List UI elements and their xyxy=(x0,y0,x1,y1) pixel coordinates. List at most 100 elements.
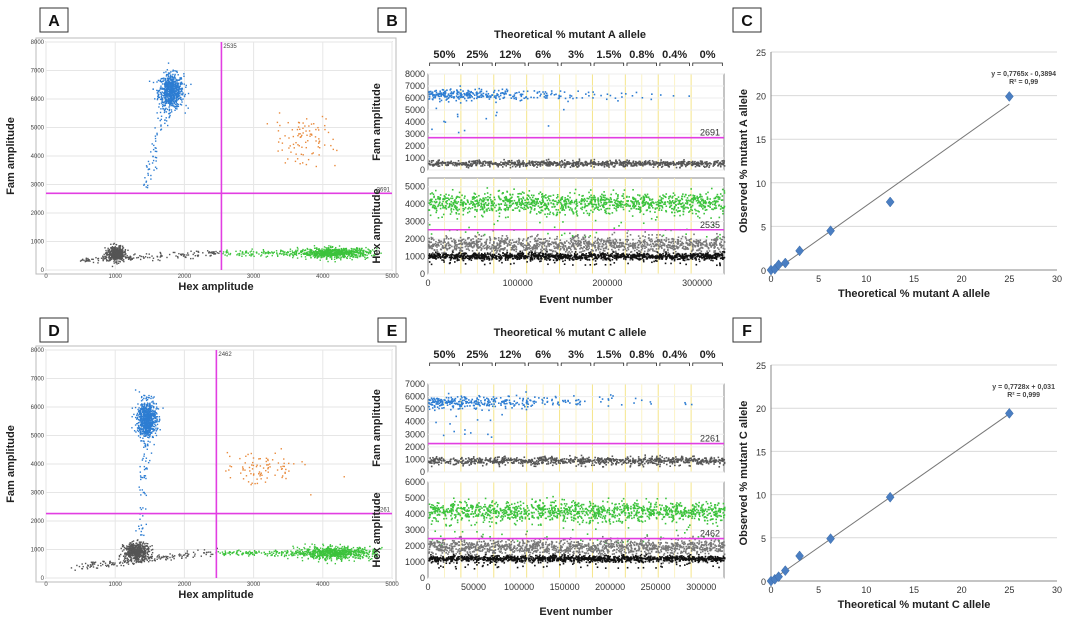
droplet-point xyxy=(224,553,227,556)
droplet-point xyxy=(302,252,304,255)
droplet-point xyxy=(159,251,161,254)
droplet-point xyxy=(118,256,120,259)
droplet-point xyxy=(327,555,329,558)
droplet-point xyxy=(208,251,210,253)
group-label: 3% xyxy=(568,49,584,61)
droplet-point xyxy=(113,262,115,264)
droplet-point xyxy=(354,256,357,258)
droplet-point xyxy=(151,548,154,551)
droplet-point xyxy=(172,83,175,85)
droplet-point xyxy=(140,404,142,406)
droplet-point xyxy=(309,133,312,135)
droplet-point xyxy=(468,94,471,97)
droplet-point xyxy=(313,123,315,125)
droplet-point xyxy=(121,257,124,260)
droplet-point xyxy=(134,424,137,426)
droplet-point xyxy=(333,258,336,261)
droplet-point xyxy=(85,257,88,259)
droplet-point xyxy=(151,553,153,556)
droplet-point xyxy=(104,255,106,258)
droplet-point xyxy=(119,254,122,257)
droplet-point xyxy=(149,402,151,404)
droplet-point xyxy=(76,564,78,567)
droplet-point xyxy=(293,147,295,149)
droplet-point xyxy=(155,160,157,162)
droplet-point xyxy=(136,546,138,548)
droplet-point xyxy=(122,564,125,567)
droplet-point xyxy=(137,424,140,427)
droplet-point xyxy=(301,559,304,562)
droplet-point xyxy=(171,85,173,88)
droplet-point xyxy=(134,406,137,409)
droplet-point xyxy=(177,87,180,89)
droplet-point xyxy=(301,461,303,463)
droplet-point xyxy=(435,107,438,110)
droplet-point xyxy=(341,546,344,548)
droplet-point xyxy=(293,253,296,256)
droplet-point xyxy=(109,256,111,259)
droplet-point xyxy=(176,84,179,86)
droplet-point xyxy=(166,108,169,111)
droplet-point xyxy=(267,252,270,255)
droplet-point xyxy=(112,256,114,259)
droplet-point xyxy=(139,428,141,430)
droplet-point xyxy=(123,260,125,263)
droplet-point xyxy=(120,553,122,556)
droplet-point xyxy=(330,249,333,251)
droplet-point xyxy=(145,186,147,188)
droplet-point xyxy=(316,548,318,550)
droplet-point xyxy=(125,554,127,556)
droplet-point xyxy=(250,483,252,486)
droplet-point xyxy=(148,419,150,421)
droplet-point xyxy=(154,410,156,412)
group-label: 0% xyxy=(700,49,716,61)
droplet-point xyxy=(164,91,167,94)
droplet-point xyxy=(331,248,334,251)
y-tick-label: 2000 xyxy=(31,211,45,217)
droplet-point xyxy=(280,466,282,468)
droplet-point xyxy=(317,255,320,257)
droplet-point xyxy=(317,561,320,563)
droplet-point xyxy=(181,557,183,559)
droplet-point xyxy=(139,554,142,556)
droplet-point xyxy=(139,413,141,415)
droplet-point xyxy=(192,253,194,256)
droplet-point xyxy=(132,547,135,549)
droplet-point xyxy=(331,253,333,256)
droplet-point xyxy=(150,549,153,551)
droplet-point xyxy=(305,118,308,120)
droplet-point xyxy=(155,412,158,414)
droplet-point xyxy=(294,160,297,163)
droplet-point xyxy=(332,549,335,551)
droplet-point xyxy=(139,541,142,544)
y-tick-label: 3000 xyxy=(31,183,45,189)
droplet-point xyxy=(166,256,168,259)
droplet-point xyxy=(285,468,287,471)
droplet-point xyxy=(152,420,154,423)
droplet-point xyxy=(202,252,204,254)
droplet-point xyxy=(307,158,310,161)
droplet-point xyxy=(236,551,238,554)
droplet-point xyxy=(359,250,361,252)
droplet-point xyxy=(110,255,113,257)
droplet-point xyxy=(138,486,140,488)
droplet-point xyxy=(318,550,320,552)
droplet-point xyxy=(141,476,144,479)
droplet-point xyxy=(360,553,362,555)
droplet-point xyxy=(137,414,140,416)
droplet-point xyxy=(353,248,355,251)
droplet-point xyxy=(361,550,363,553)
droplet-point xyxy=(105,257,107,260)
droplet-point xyxy=(267,250,269,253)
droplet-point xyxy=(212,251,215,254)
droplet-point xyxy=(294,554,296,556)
droplet-point xyxy=(292,553,295,555)
droplet-point xyxy=(119,251,122,253)
droplet-point xyxy=(129,551,132,554)
droplet-point xyxy=(170,94,173,96)
droplet-point xyxy=(143,475,146,477)
droplet-point xyxy=(336,252,338,254)
droplet-point xyxy=(140,408,142,410)
droplet-point xyxy=(331,250,333,252)
